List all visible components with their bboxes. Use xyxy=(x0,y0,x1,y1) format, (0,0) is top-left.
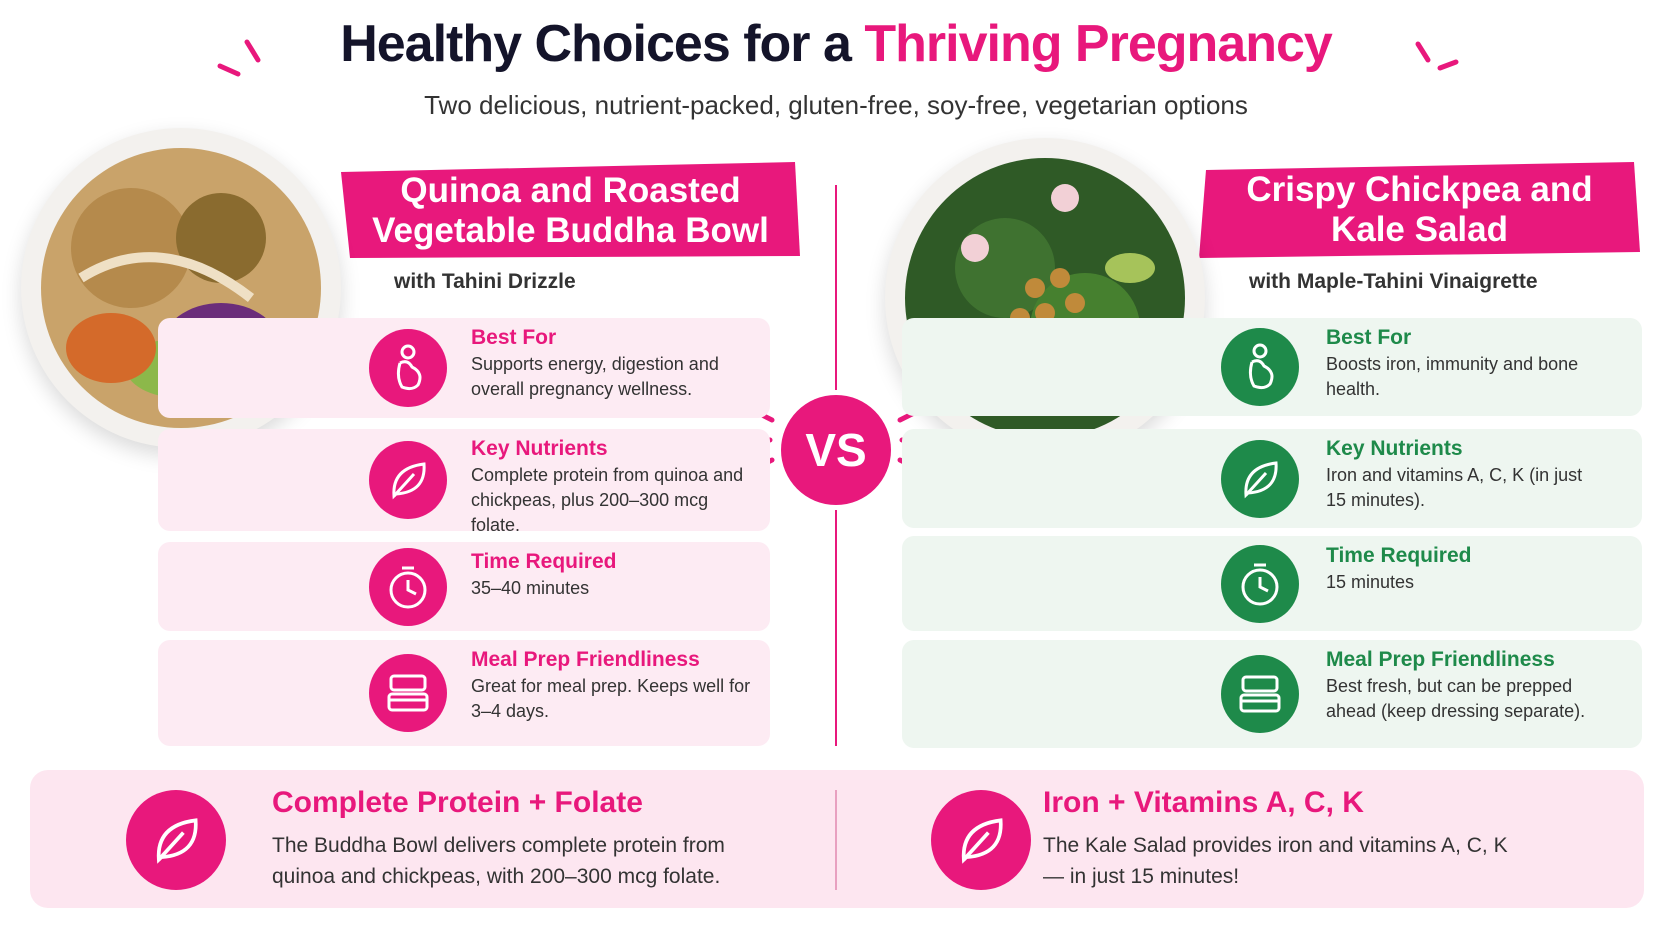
recipe-title: Crispy Chickpea and Kale Salad xyxy=(1246,170,1593,249)
summary-heading: Complete Protein + Folate xyxy=(272,786,643,819)
info-card xyxy=(158,640,770,746)
card-label: Meal Prep Friendliness xyxy=(471,648,700,671)
card-text: 35–40 minutes xyxy=(471,578,590,598)
card-text: Iron and vitamins A, C, K (in just 15 mi… xyxy=(1326,465,1583,510)
icon xyxy=(1221,328,1299,406)
icon xyxy=(1221,439,1299,518)
card-text: 15 minutes xyxy=(1326,572,1415,592)
summary-icon xyxy=(931,790,1031,890)
card-text: Boosts iron, immunity and bone health. xyxy=(1326,354,1579,399)
card-label: Meal Prep Friendliness xyxy=(1326,648,1555,671)
card-label: Time Required xyxy=(1326,544,1472,567)
card-text: Great for meal prep. Keeps well for 3–4 … xyxy=(471,676,751,721)
title: Healthy Choices for a Thriving Pregnancy xyxy=(340,15,1333,73)
info-card xyxy=(158,542,770,631)
icon xyxy=(369,441,447,519)
summary-icon xyxy=(126,790,226,890)
summary-heading: Iron + Vitamins A, C, K xyxy=(1043,786,1364,819)
info-card xyxy=(158,318,770,418)
icon xyxy=(369,329,447,407)
recipe-subtitle: with Tahini Drizzle xyxy=(394,270,576,293)
card-label: Best For xyxy=(471,326,557,349)
recipe-subtitle: with Maple-Tahini Vinaigrette xyxy=(1249,270,1538,293)
summary-text: The Buddha Bowl delivers complete protei… xyxy=(272,834,725,888)
recipe-title: Quinoa and Roasted Vegetable Buddha Bowl xyxy=(372,171,769,250)
card-label: Best For xyxy=(1326,326,1412,349)
card-text: Best fresh, but can be prepped ahead (ke… xyxy=(1326,676,1586,721)
card-label: Key Nutrients xyxy=(1326,437,1463,460)
card-label: Time Required xyxy=(471,550,617,573)
info-card xyxy=(158,429,770,531)
card-text: Complete protein from quinoa and chickpe… xyxy=(471,465,744,535)
card-text: Supports energy, digestion and overall p… xyxy=(471,354,719,399)
summary-text: The Kale Salad provides iron and vitamin… xyxy=(1043,834,1508,888)
icon xyxy=(1221,655,1299,733)
icon xyxy=(369,547,447,626)
card-label: Key Nutrients xyxy=(471,437,608,460)
vs-badge: VS xyxy=(781,395,891,505)
summary-box xyxy=(30,770,1644,908)
icon xyxy=(369,654,447,732)
subtitle: Two delicious, nutrient-packed, gluten-f… xyxy=(424,90,1248,120)
icon xyxy=(1221,544,1299,623)
